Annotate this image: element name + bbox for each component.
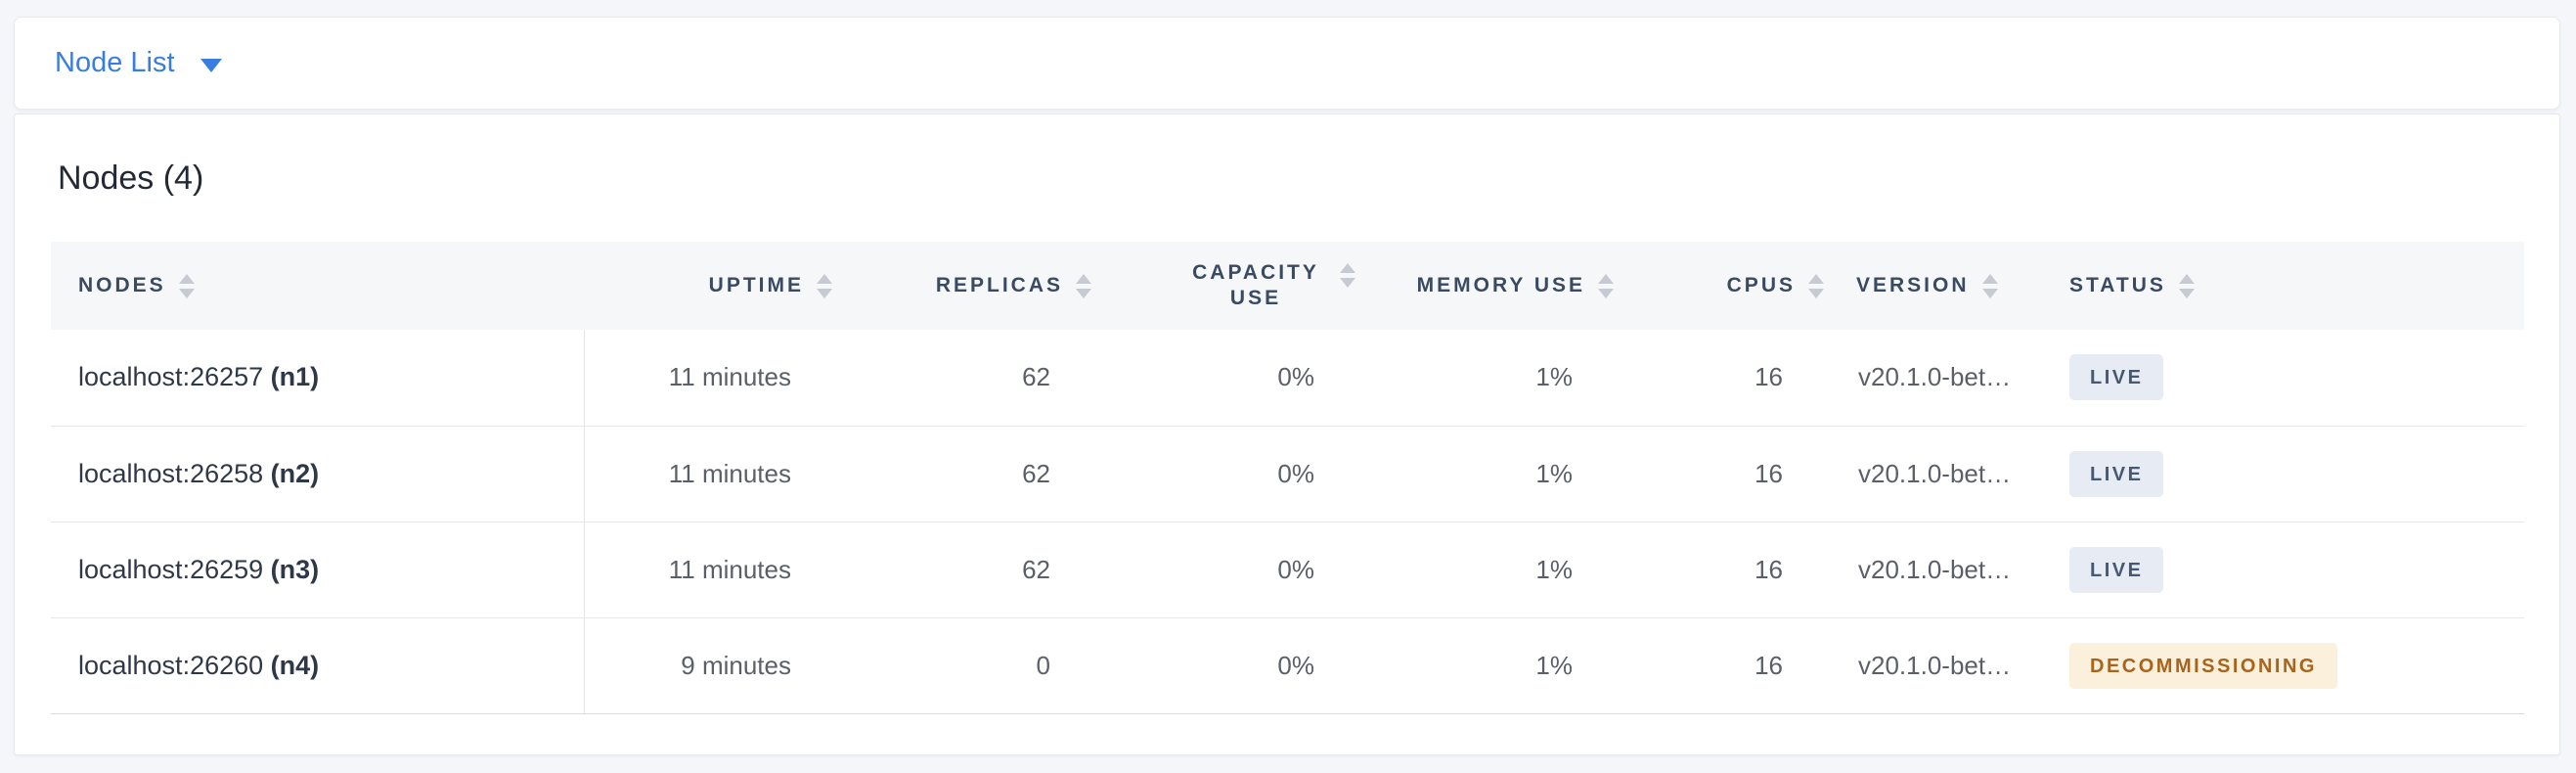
- node-id: (n4): [270, 650, 320, 680]
- cell-replicas: 62: [853, 522, 1112, 618]
- column-label: Nodes: [78, 274, 166, 296]
- node-address: localhost:26260: [78, 650, 264, 680]
- column-header-replicas[interactable]: Replicas: [853, 242, 1112, 330]
- nodes-table: Nodes Uptime Replicas: [51, 242, 2524, 714]
- cell-replicas: 0: [853, 617, 1112, 714]
- cell-memory-use: 1%: [1376, 522, 1634, 618]
- sort-icon: [2178, 273, 2195, 298]
- nodes-card: Nodes (4) Nodes Uptime: [14, 114, 2560, 755]
- cell-node-address: localhost:26259 (n3): [51, 522, 585, 618]
- status-badge: DECOMMISSIONING: [2069, 642, 2337, 689]
- column-header-nodes[interactable]: Nodes: [51, 242, 584, 330]
- column-header-memory-use[interactable]: Memory Use: [1376, 242, 1634, 330]
- sort-icon: [1076, 273, 1091, 298]
- status-badge: LIVE: [2069, 354, 2164, 401]
- column-header-version[interactable]: Version: [1844, 242, 2060, 330]
- table-row-n1[interactable]: localhost:26257 (n1) 11 minutes 62 0% 1%…: [51, 330, 2524, 427]
- sort-icon: [817, 273, 832, 298]
- page-title: Nodes (4): [58, 159, 204, 197]
- cell-version: v20.1.0-bet…: [1844, 330, 2060, 427]
- cell-status: DECOMMISSIONING: [2060, 617, 2524, 714]
- column-label: Version: [1856, 274, 1970, 296]
- cell-capacity-use: 0%: [1112, 522, 1376, 618]
- sort-icon: [1340, 263, 1355, 288]
- cell-status: LIVE: [2060, 426, 2524, 523]
- cell-uptime: 9 minutes: [584, 617, 853, 714]
- cell-memory-use: 1%: [1376, 426, 1634, 523]
- column-header-capacity-use[interactable]: Capacity Use: [1112, 242, 1376, 330]
- cell-capacity-use: 0%: [1112, 330, 1376, 427]
- cell-version: v20.1.0-bet…: [1844, 617, 2060, 714]
- node-address: localhost:26258: [78, 458, 264, 488]
- status-badge: LIVE: [2069, 546, 2164, 593]
- column-label: Status: [2069, 274, 2166, 296]
- cell-uptime: 11 minutes: [584, 426, 853, 523]
- cell-version: v20.1.0-bet…: [1844, 426, 2060, 523]
- cell-replicas: 62: [853, 426, 1112, 523]
- cell-node-address: localhost:26257 (n1): [51, 330, 585, 427]
- sort-icon: [178, 273, 195, 298]
- table-header-row: Nodes Uptime Replicas: [51, 242, 2524, 330]
- column-label: Memory Use: [1416, 274, 1585, 296]
- node-id: (n1): [270, 362, 320, 392]
- node-address: localhost:26257: [78, 362, 264, 392]
- table-row-n2[interactable]: localhost:26258 (n2) 11 minutes 62 0% 1%…: [51, 426, 2524, 523]
- column-label: Replicas: [935, 274, 1063, 296]
- status-badge: LIVE: [2069, 450, 2164, 497]
- cell-capacity-use: 0%: [1112, 426, 1376, 523]
- cell-uptime: 11 minutes: [584, 330, 853, 427]
- column-header-cpus[interactable]: CPUs: [1634, 242, 1844, 330]
- cell-node-address: localhost:26258 (n2): [51, 426, 585, 523]
- cell-uptime: 11 minutes: [584, 522, 853, 618]
- sort-icon: [1598, 273, 1614, 298]
- cell-cpus: 16: [1634, 426, 1844, 523]
- cell-capacity-use: 0%: [1112, 617, 1376, 714]
- cell-memory-use: 1%: [1376, 330, 1634, 427]
- table-row-n3[interactable]: localhost:26259 (n3) 11 minutes 62 0% 1%…: [51, 522, 2524, 618]
- column-header-status[interactable]: Status: [2060, 242, 2524, 330]
- node-id: (n2): [270, 458, 320, 488]
- view-selector-dropdown[interactable]: Node List: [55, 47, 222, 79]
- table-row-n4[interactable]: localhost:26260 (n4) 9 minutes 0 0% 1% 1…: [51, 617, 2524, 714]
- sort-icon: [1808, 273, 1824, 298]
- column-header-uptime[interactable]: Uptime: [584, 242, 853, 330]
- node-id: (n3): [270, 554, 320, 584]
- column-label: Uptime: [708, 274, 804, 296]
- node-address: localhost:26259: [78, 554, 264, 584]
- caret-down-icon: [200, 58, 222, 72]
- cell-version: v20.1.0-bet…: [1844, 522, 2060, 618]
- cell-status: LIVE: [2060, 522, 2524, 618]
- cell-node-address: localhost:26260 (n4): [51, 617, 585, 714]
- cell-memory-use: 1%: [1376, 617, 1634, 714]
- column-label: Capacity Use: [1192, 261, 1319, 309]
- sort-icon: [1981, 273, 1998, 298]
- cell-status: LIVE: [2060, 330, 2524, 427]
- view-selector-bar: Node List: [14, 17, 2560, 110]
- cell-replicas: 62: [853, 330, 1112, 427]
- column-label: CPUs: [1726, 274, 1796, 296]
- cell-cpus: 16: [1634, 522, 1844, 618]
- cell-cpus: 16: [1634, 330, 1844, 427]
- cell-cpus: 16: [1634, 617, 1844, 714]
- view-selector-label: Node List: [55, 47, 175, 78]
